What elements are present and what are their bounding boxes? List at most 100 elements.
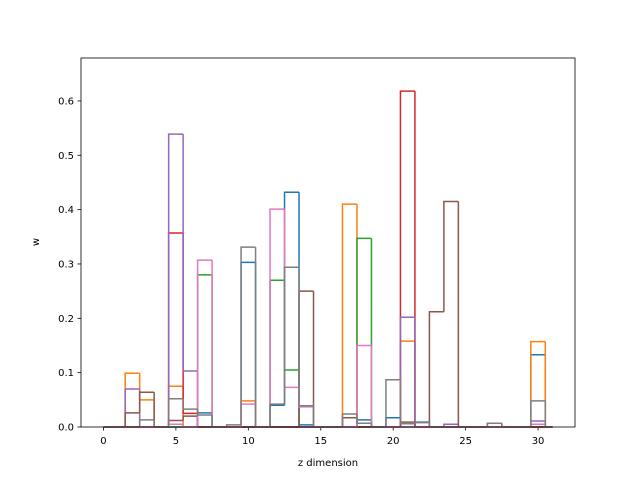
- histogram-step: [370, 238, 386, 428]
- histogram-step: [138, 391, 155, 413]
- histogram-step: [414, 421, 430, 424]
- histogram-step: [501, 423, 517, 428]
- histogram-step: [530, 353, 546, 427]
- y-tick-label: 0.4: [58, 205, 74, 216]
- histogram-step: [283, 266, 300, 405]
- histogram-step: [428, 311, 444, 427]
- histogram-step: [196, 409, 213, 416]
- x-tick-label: 0: [100, 436, 106, 447]
- histogram-step: [182, 134, 198, 372]
- histogram-step: [356, 237, 372, 427]
- histogram-step: [385, 378, 401, 427]
- x-tick-label: 30: [532, 436, 545, 447]
- histogram-step: [370, 345, 386, 428]
- histogram-step: [298, 369, 314, 428]
- histogram-step: [153, 419, 169, 428]
- y-tick-label: 0.6: [58, 96, 74, 107]
- histogram-step: [399, 316, 415, 427]
- histogram-step: [298, 267, 314, 407]
- histogram-step: [182, 415, 198, 421]
- histogram-step: [544, 354, 553, 428]
- histogram-step: [385, 417, 401, 427]
- histogram-step: [138, 388, 155, 428]
- histogram-step: [298, 387, 314, 408]
- histogram-step: [167, 232, 184, 427]
- y-tick-label: 0.5: [58, 151, 74, 162]
- histogram-step: [443, 200, 459, 312]
- histogram-step: [240, 246, 256, 425]
- histogram-step: [341, 413, 357, 427]
- histogram-step: [225, 424, 242, 427]
- histogram-step: [312, 406, 328, 428]
- histogram-step: [269, 208, 285, 427]
- histogram-step: [283, 209, 300, 389]
- histogram-step: [370, 419, 386, 428]
- histogram-step: [530, 340, 546, 427]
- histogram-step: [254, 400, 271, 428]
- histogram-step: [312, 405, 328, 428]
- histogram-step: [196, 274, 213, 427]
- histogram-step: [356, 344, 372, 427]
- x-axis-label: z dimension: [298, 458, 358, 469]
- histogram-step: [443, 423, 459, 427]
- histogram-step: [182, 386, 198, 428]
- y-axis-label: w: [31, 238, 42, 246]
- histogram-step: [269, 403, 285, 427]
- histogram-step: [138, 419, 155, 427]
- histogram-step: [298, 192, 314, 426]
- histogram-step: [211, 415, 227, 428]
- y-tick-label: 0.0: [58, 423, 74, 434]
- x-tick-label: 20: [387, 436, 400, 447]
- histogram-step: [341, 417, 357, 427]
- histogram-step: [312, 291, 328, 428]
- histogram-step: [283, 280, 300, 371]
- histogram-step: [153, 392, 169, 428]
- histogram-step: [182, 232, 198, 415]
- histogram-step: [182, 398, 198, 410]
- histogram-step: [124, 372, 140, 427]
- histogram-step: [414, 341, 430, 428]
- histogram-step: [399, 90, 415, 427]
- y-tick-label: 0.2: [58, 314, 74, 325]
- histogram-step: [399, 340, 415, 427]
- histogram-step: [544, 400, 553, 428]
- histogram-step: [544, 341, 553, 428]
- histogram-step: [211, 412, 227, 428]
- y-tick-label: 0.3: [58, 259, 74, 270]
- x-tick-label: 25: [459, 436, 472, 447]
- histogram-step: [399, 379, 415, 425]
- histogram-step: [196, 416, 213, 428]
- x-tick-label: 10: [242, 436, 255, 447]
- histogram-step: [254, 247, 271, 428]
- histogram-step: [254, 404, 271, 428]
- histogram-step: [153, 399, 169, 428]
- histogram-step: [211, 274, 227, 428]
- histogram-step: [196, 259, 213, 427]
- histogram-step: [356, 417, 372, 428]
- histogram-step: [167, 397, 184, 427]
- histogram-step: [414, 91, 430, 428]
- histogram-step: [167, 133, 184, 427]
- histogram-step: [341, 203, 357, 427]
- histogram-step: [283, 191, 300, 406]
- histogram-step: [544, 421, 553, 428]
- histogram-step: [269, 404, 285, 427]
- histogram-step: [196, 371, 213, 428]
- histogram-step: [138, 373, 155, 401]
- x-tick-label: 5: [173, 436, 179, 447]
- histogram-step: [457, 201, 473, 428]
- histogram-step: [124, 388, 140, 427]
- histogram-step: [254, 262, 271, 428]
- histogram-step: [240, 261, 256, 427]
- y-tick-label: 0.1: [58, 368, 74, 379]
- histogram-step: [370, 423, 386, 428]
- histogram-step: [124, 412, 140, 427]
- histogram-step: [240, 403, 256, 427]
- x-tick-label: 15: [314, 436, 327, 447]
- histogram-step: [211, 260, 227, 428]
- histogram-step: [428, 422, 444, 428]
- histogram-step: [414, 317, 430, 428]
- axes-frame: [80, 57, 576, 428]
- histogram-step: [182, 424, 198, 428]
- histogram-step: [486, 422, 502, 427]
